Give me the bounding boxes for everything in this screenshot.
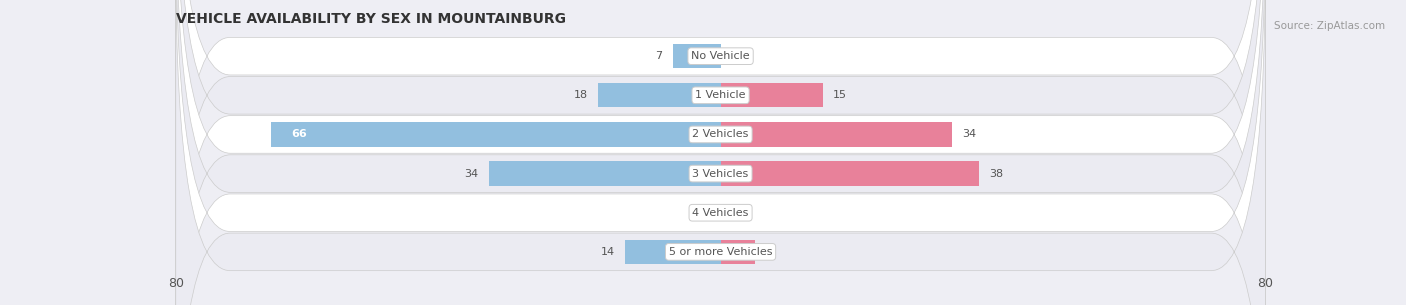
Text: 0: 0 — [734, 51, 741, 61]
Text: 38: 38 — [990, 169, 1004, 179]
Text: 2 Vehicles: 2 Vehicles — [692, 129, 749, 139]
FancyBboxPatch shape — [176, 0, 1265, 305]
Text: 66: 66 — [291, 129, 308, 139]
FancyBboxPatch shape — [176, 0, 1265, 305]
Text: 0: 0 — [700, 208, 707, 218]
Text: No Vehicle: No Vehicle — [692, 51, 749, 61]
Text: VEHICLE AVAILABILITY BY SEX IN MOUNTAINBURG: VEHICLE AVAILABILITY BY SEX IN MOUNTAINB… — [176, 12, 565, 26]
Text: 34: 34 — [962, 129, 976, 139]
Text: 3 Vehicles: 3 Vehicles — [692, 169, 749, 179]
Bar — [626, 240, 721, 264]
Text: 7: 7 — [655, 51, 662, 61]
Text: 0: 0 — [734, 208, 741, 218]
Bar — [721, 240, 755, 264]
Bar — [673, 44, 721, 68]
Text: 14: 14 — [600, 247, 614, 257]
Text: 34: 34 — [465, 169, 479, 179]
FancyBboxPatch shape — [176, 0, 1265, 305]
Bar — [721, 122, 952, 147]
Text: 4 Vehicles: 4 Vehicles — [692, 208, 749, 218]
Text: 18: 18 — [574, 90, 588, 100]
FancyBboxPatch shape — [176, 0, 1265, 305]
Bar — [489, 161, 721, 186]
Text: Source: ZipAtlas.com: Source: ZipAtlas.com — [1274, 21, 1385, 31]
Text: 15: 15 — [832, 90, 846, 100]
Text: 1 Vehicle: 1 Vehicle — [696, 90, 745, 100]
Bar — [721, 83, 823, 107]
FancyBboxPatch shape — [176, 0, 1265, 305]
Bar — [721, 161, 980, 186]
Bar — [271, 122, 721, 147]
Bar — [598, 83, 721, 107]
FancyBboxPatch shape — [176, 0, 1265, 305]
Text: 5 or more Vehicles: 5 or more Vehicles — [669, 247, 772, 257]
Text: 5: 5 — [765, 247, 772, 257]
